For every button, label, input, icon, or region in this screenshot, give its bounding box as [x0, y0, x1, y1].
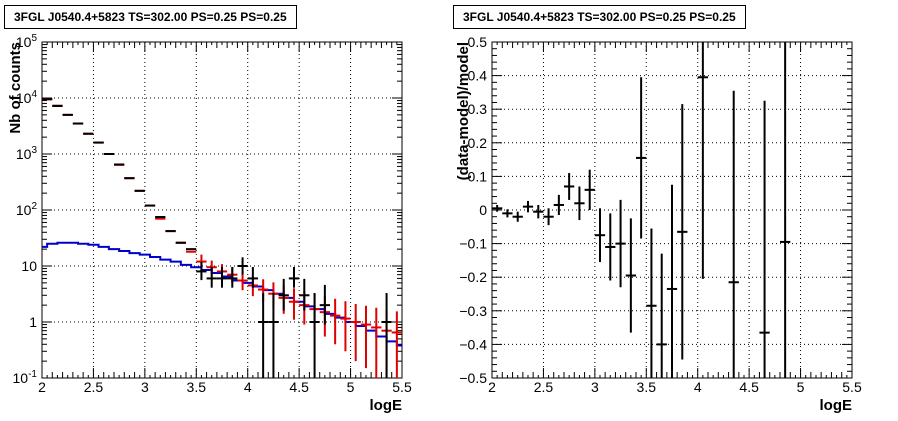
model-point [360, 305, 372, 369]
model-point [237, 271, 248, 291]
residual-point [625, 218, 636, 333]
data-point [319, 284, 330, 325]
x-tick-label: 4.5 [739, 379, 759, 395]
residual-point [677, 104, 688, 360]
model-point [371, 307, 382, 378]
x-tick-label: 3.5 [637, 379, 657, 395]
data-point [247, 266, 258, 288]
x-tick-label: 5.5 [842, 379, 862, 395]
y-tick-label: 0.4 [468, 68, 488, 84]
data-point [268, 292, 279, 378]
data-point [288, 266, 300, 288]
residual-point [533, 204, 544, 219]
x-tick-label: 5.5 [392, 379, 412, 395]
y-tick-label: −0.4 [459, 336, 487, 352]
y-tick-label: 104 [16, 89, 38, 106]
residual-point [780, 42, 791, 378]
data-point [227, 266, 238, 288]
x-tick-label: 3.5 [187, 379, 207, 395]
residual-point [502, 209, 513, 218]
residual-point [522, 200, 534, 213]
data-point [278, 278, 289, 311]
y-tick-label: 0.3 [468, 101, 488, 117]
x-tick-label: 3 [141, 379, 149, 395]
y-tick-label: 102 [16, 201, 38, 218]
residual-point [656, 253, 667, 378]
residual-point [543, 208, 554, 226]
data-point [309, 292, 320, 378]
y-axis-title: Nb of counts [7, 42, 24, 134]
residual-point [697, 42, 708, 279]
x-tick-label: 2 [488, 379, 496, 395]
y-tick-label: 0.5 [468, 34, 488, 50]
y-tick-label: −0.5 [459, 370, 487, 386]
x-tick-label: 5 [797, 379, 805, 395]
residual-point [492, 204, 503, 212]
x-axis-title: logE [370, 397, 403, 414]
x-tick-label: 2.5 [534, 379, 554, 395]
residual-point [553, 194, 564, 216]
data-point [299, 278, 310, 311]
x-tick-label: 4 [244, 379, 252, 395]
y-tick-label: 105 [16, 33, 38, 50]
y-tick-label: −0.3 [459, 303, 487, 319]
y-tick-label: 1 [29, 314, 37, 330]
residual-point [759, 100, 770, 378]
y-axis-title: (data-model)/model [455, 42, 472, 180]
right-panel-title: 3FGL J0540.4+5823 TS=302.00 PS=0.25 PS=0… [453, 5, 746, 29]
y-tick-label: 0 [479, 202, 487, 218]
residual-point [615, 199, 626, 288]
x-tick-label: 2.5 [84, 379, 104, 395]
x-tick-label: 4 [694, 379, 702, 395]
data-point [381, 292, 392, 378]
model-point [340, 301, 351, 352]
model-point [288, 288, 300, 320]
y-tick-label: 0.1 [468, 168, 488, 184]
data-point [237, 257, 248, 275]
x-tick-label: 3 [591, 379, 599, 395]
residual-point [646, 228, 657, 378]
model-point [330, 298, 341, 345]
data-point [206, 266, 217, 288]
y-tick-label: 10 [21, 258, 37, 274]
residual-point [666, 184, 678, 378]
x-tick-label: 4.5 [289, 379, 309, 395]
residual-point [728, 90, 739, 378]
y-tick-label: 10-1 [13, 369, 38, 386]
residual-point [594, 208, 606, 263]
x-tick-label: 2 [38, 379, 46, 395]
y-tick-label: −0.1 [459, 236, 487, 252]
residual-point [512, 211, 523, 222]
data-point [258, 292, 269, 378]
y-tick-label: 0.2 [468, 135, 488, 151]
plot-frame [41, 41, 403, 379]
model-point [391, 311, 402, 378]
residual-point [605, 213, 616, 281]
residual-point [584, 169, 595, 210]
data-point [216, 266, 228, 288]
residual-point [574, 186, 585, 221]
y-tick-label: 103 [16, 145, 38, 162]
model-point [350, 303, 361, 362]
left-panel-title: 3FGL J0540.4+5823 TS=302.00 PS=0.25 PS=0… [4, 5, 297, 29]
x-axis-title: logE [820, 397, 853, 414]
y-tick-label: −0.2 [459, 269, 487, 285]
x-tick-label: 5 [347, 379, 355, 395]
residual-point [564, 173, 575, 200]
data-point [196, 261, 207, 281]
residual-point [636, 77, 647, 239]
